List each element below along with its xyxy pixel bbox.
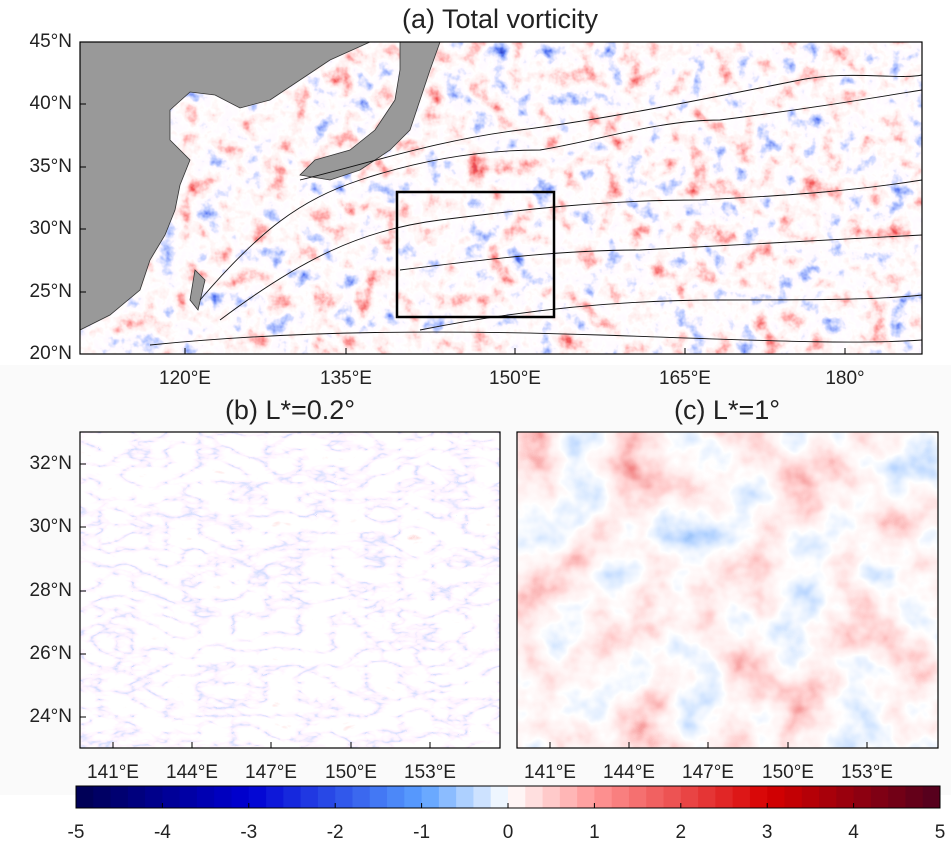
panel-title: (c) L*=1°: [674, 395, 780, 425]
x-tick-label: 147°E: [682, 762, 734, 783]
colorbar-segment: [162, 786, 181, 808]
y-tick-label: 26°N: [30, 643, 72, 664]
colorbar-segment: [646, 786, 665, 808]
colorbar-segment: [559, 786, 578, 808]
panel-title: (a) Total vorticity: [402, 4, 599, 34]
colorbar-segment: [611, 786, 630, 808]
colorbar-segment: [784, 786, 803, 808]
y-tick-label: 25°N: [30, 281, 72, 302]
colorbar-tick-label: 1: [589, 822, 600, 843]
colorbar-tick-label: 5: [935, 822, 946, 843]
x-tick-label: 153°E: [404, 762, 456, 783]
colorbar-tick-label: 0: [503, 822, 514, 843]
colorbar-segment: [387, 786, 405, 808]
colorbar-segment: [508, 786, 526, 808]
colorbar-segment: [870, 786, 889, 808]
colorbar-segment: [266, 786, 284, 808]
x-tick-label: 165°E: [659, 368, 711, 389]
colorbar-segment: [248, 786, 267, 808]
y-tick-label: 20°N: [30, 343, 72, 364]
x-tick-label: 135°E: [320, 368, 372, 389]
colorbar-tick-label: 4: [848, 822, 859, 843]
colorbar-segment: [767, 786, 785, 808]
panel-title: (b) L*=0.2°: [225, 395, 355, 425]
x-tick-label: 150°E: [325, 762, 377, 783]
colorbar-segment: [300, 786, 319, 808]
colorbar-segment: [473, 786, 492, 808]
x-tick-label: 150°E: [489, 368, 541, 389]
colorbar-segment: [283, 786, 302, 808]
colorbar-tick-label: -4: [154, 822, 171, 843]
colorbar-segment: [698, 786, 716, 808]
colorbar-segment: [490, 786, 509, 808]
colorbar-segment: [801, 786, 820, 808]
colorbar-segment: [317, 786, 336, 808]
y-tick-label: 30°N: [30, 218, 72, 239]
colorbar-segment: [715, 786, 734, 808]
x-tick-label: 144°E: [166, 762, 218, 783]
panel-frame: [516, 431, 939, 749]
colorbar-segment: [76, 786, 94, 808]
colorbar-segment: [628, 786, 647, 808]
vorticity-field: [517, 432, 938, 748]
colorbar-tick-label: -1: [413, 822, 430, 843]
colorbar-segment: [922, 786, 941, 808]
subregion-box: [395, 190, 556, 319]
colorbar-segment: [404, 786, 423, 808]
colorbar-segment: [456, 786, 474, 808]
y-tick-label: 24°N: [30, 706, 72, 727]
colorbar-segment: [352, 786, 371, 808]
x-tick-label: 120°E: [159, 368, 211, 389]
vorticity-field: [80, 432, 500, 748]
colorbar-tick-label: -5: [68, 822, 85, 843]
colorbar-segment: [196, 786, 215, 808]
colorbar-tick-label: 2: [676, 822, 687, 843]
colorbar-segment: [732, 786, 751, 808]
colorbar-segment: [577, 786, 595, 808]
y-tick-label: 45°N: [30, 31, 72, 52]
x-tick-label: 141°E: [524, 762, 576, 783]
colorbar-segment: [421, 786, 440, 808]
x-tick-label: 150°E: [762, 762, 814, 783]
colorbar-segment: [438, 786, 457, 808]
land: [80, 42, 441, 331]
colorbar-tick-label: 3: [762, 822, 773, 843]
panel-frame: [79, 41, 923, 355]
colorbar-segment: [888, 786, 906, 808]
colorbar-segment: [905, 786, 924, 808]
colorbar-segment: [110, 786, 129, 808]
colorbar-tick-label: -2: [327, 822, 344, 843]
colorbar-segment: [680, 786, 699, 808]
colorbar-segment: [179, 786, 198, 808]
panel-frame: [79, 431, 501, 749]
y-tick-label: 28°N: [30, 580, 72, 601]
x-tick-label: 153°E: [841, 762, 893, 783]
colorbar-segment: [749, 786, 768, 808]
colorbar-segment: [93, 786, 112, 808]
y-tick-label: 35°N: [30, 156, 72, 177]
x-tick-label: 141°E: [87, 762, 139, 783]
colorbar-segment: [525, 786, 544, 808]
y-tick-label: 32°N: [30, 453, 72, 474]
colorbar-segment: [594, 786, 613, 808]
colorbar-segment: [542, 786, 561, 808]
colorbar-segment: [214, 786, 233, 808]
colorbar-segment: [836, 786, 855, 808]
x-tick-label: 180°: [825, 368, 864, 389]
y-tick-label: 40°N: [30, 93, 72, 114]
colorbar-segment: [335, 786, 353, 808]
colorbar-segment: [127, 786, 146, 808]
colorbar-segment: [369, 786, 388, 808]
colorbar-segment: [819, 786, 837, 808]
colorbar-segment: [663, 786, 682, 808]
x-tick-label: 144°E: [603, 762, 655, 783]
colorbar-tick-label: -3: [240, 822, 257, 843]
colorbar-segment: [853, 786, 872, 808]
colorbar-segment: [231, 786, 250, 808]
x-tick-label: 147°E: [245, 762, 297, 783]
colorbar-segment: [145, 786, 163, 808]
y-tick-label: 30°N: [30, 516, 72, 537]
